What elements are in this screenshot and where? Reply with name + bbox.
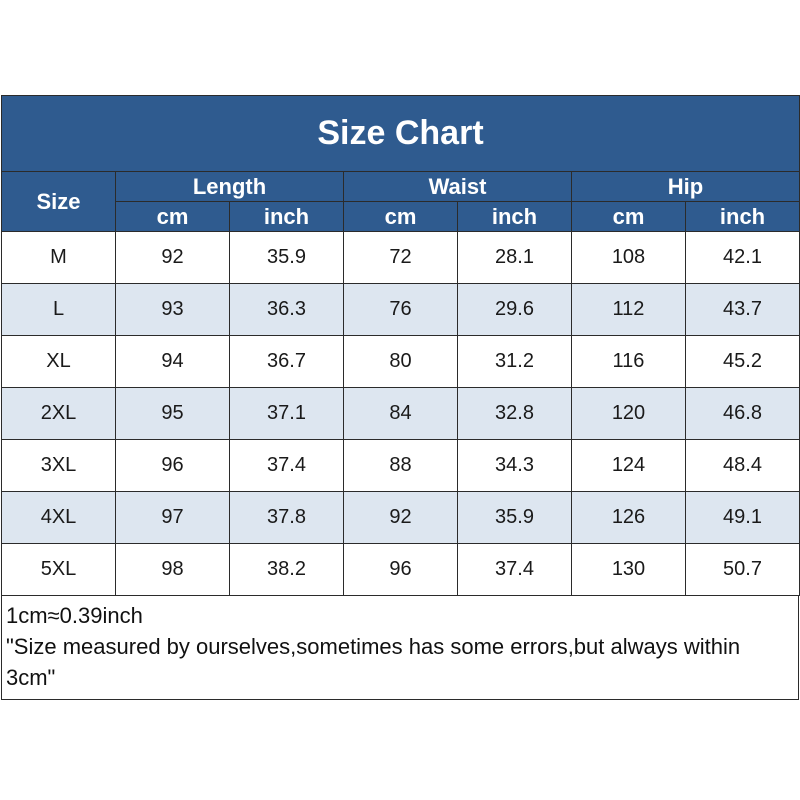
size-label-cell: 3XL xyxy=(1,439,116,492)
table-row: 2XL 95 37.1 84 32.8 120 46.8 xyxy=(1,387,800,440)
measurement-cell: 130 xyxy=(571,543,686,596)
group-header-hip: Hip xyxy=(570,171,800,202)
size-column-header: Size xyxy=(1,171,116,232)
measurement-cell: 49.1 xyxy=(684,491,800,544)
measurement-cell: 98 xyxy=(115,543,230,596)
disclaimer-note: "Size measured by ourselves,sometimes ha… xyxy=(6,634,741,690)
size-label-cell: 2XL xyxy=(1,387,116,440)
measurement-cell: 76 xyxy=(343,283,458,336)
size-table: Size Chart Size Length Waist Hip cm inch… xyxy=(0,95,800,596)
measurement-cell: 97 xyxy=(115,491,230,544)
measurement-cell: 95 xyxy=(115,387,230,440)
size-label-cell: L xyxy=(1,283,116,336)
measurement-cell: 32.8 xyxy=(457,387,572,440)
measurement-cell: 31.2 xyxy=(457,335,572,388)
table-row: 4XL 97 37.8 92 35.9 126 49.1 xyxy=(1,491,800,544)
measurement-cell: 94 xyxy=(115,335,230,388)
measurement-cell: 45.2 xyxy=(684,335,800,388)
size-label-cell: M xyxy=(1,231,116,284)
measurement-cell: 37.4 xyxy=(229,439,344,492)
measurement-cell: 42.1 xyxy=(684,231,800,284)
measurement-cell: 92 xyxy=(115,231,230,284)
measurement-cell: 92 xyxy=(343,491,458,544)
measurement-cell: 72 xyxy=(343,231,458,284)
group-header-waist: Waist xyxy=(343,171,572,202)
table-row: M 92 35.9 72 28.1 108 42.1 xyxy=(1,231,800,284)
measurement-cell: 126 xyxy=(571,491,686,544)
measurement-cell: 38.2 xyxy=(229,543,344,596)
unit-header: cm xyxy=(115,201,230,232)
table-body: M 92 35.9 72 28.1 108 42.1 L 93 36.3 76 29.6 112 43.7… xyxy=(1,231,800,596)
measurement-cell: 108 xyxy=(571,231,686,284)
measurement-cell: 80 xyxy=(343,335,458,388)
unit-header: inch xyxy=(684,201,800,232)
table-row: L 93 36.3 76 29.6 112 43.7 xyxy=(1,283,800,336)
unit-header: inch xyxy=(229,201,344,232)
measurement-cell: 50.7 xyxy=(684,543,800,596)
measurement-cell: 37.8 xyxy=(229,491,344,544)
group-header-length: Length xyxy=(115,171,344,202)
measurement-cell: 36.7 xyxy=(229,335,344,388)
measurement-cell: 34.3 xyxy=(457,439,572,492)
measurement-cell: 37.4 xyxy=(457,543,572,596)
measurement-cell: 28.1 xyxy=(457,231,572,284)
measurement-cell: 37.1 xyxy=(229,387,344,440)
measurement-cell: 46.8 xyxy=(684,387,800,440)
size-label-cell: 4XL xyxy=(1,491,116,544)
notes-box: 1cm≈0.39inch "Size measured by ourselves… xyxy=(1,596,799,700)
table-row: 5XL 98 38.2 96 37.4 130 50.7 xyxy=(1,543,800,596)
measurement-cell: 93 xyxy=(115,283,230,336)
size-label-cell: 5XL xyxy=(1,543,116,596)
measurement-cell: 96 xyxy=(343,543,458,596)
unit-header: cm xyxy=(343,201,458,232)
measurement-cell: 116 xyxy=(571,335,686,388)
size-label-cell: XL xyxy=(1,335,116,388)
measurement-cell: 112 xyxy=(571,283,686,336)
measurement-cell: 43.7 xyxy=(684,283,800,336)
table-row: XL 94 36.7 80 31.2 116 45.2 xyxy=(1,335,800,388)
measurement-cell: 96 xyxy=(115,439,230,492)
conversion-note: 1cm≈0.39inch xyxy=(6,603,143,628)
unit-header: cm xyxy=(571,201,686,232)
unit-header: inch xyxy=(457,201,572,232)
measurement-cell: 88 xyxy=(343,439,458,492)
measurement-cell: 35.9 xyxy=(457,491,572,544)
measurement-cell: 48.4 xyxy=(684,439,800,492)
chart-title: Size Chart xyxy=(0,95,800,172)
measurement-cell: 124 xyxy=(571,439,686,492)
measurement-cell: 35.9 xyxy=(229,231,344,284)
size-chart: Size Chart Size Length Waist Hip cm inch… xyxy=(0,95,800,700)
table-row: 3XL 96 37.4 88 34.3 124 48.4 xyxy=(1,439,800,492)
measurement-cell: 84 xyxy=(343,387,458,440)
measurement-cell: 120 xyxy=(571,387,686,440)
measurement-cell: 36.3 xyxy=(229,283,344,336)
measurement-cell: 29.6 xyxy=(457,283,572,336)
